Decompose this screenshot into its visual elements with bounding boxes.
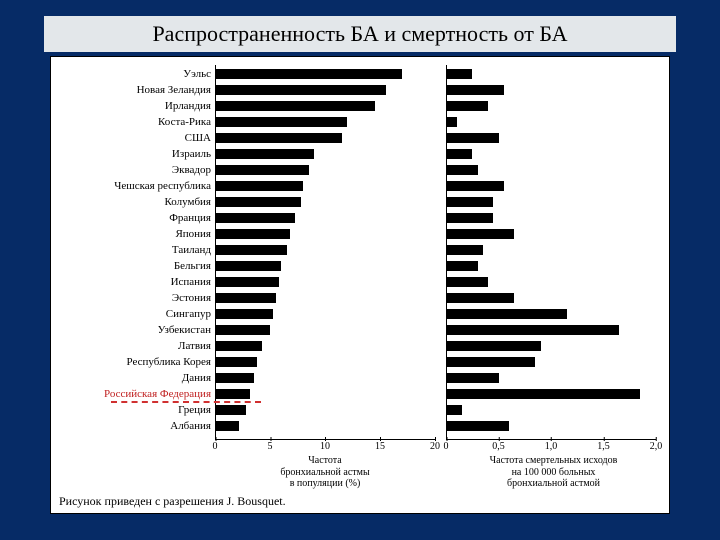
x-tick: 20 [430,441,440,452]
caption: Рисунок приведен с разрешения J. Bousque… [59,494,286,509]
country-label: Ирландия [51,101,211,112]
country-label: США [51,133,211,144]
mortality-bar [446,165,478,175]
mortality-bar [446,149,472,159]
mortality-bar [446,197,493,207]
prevalence-bar [215,277,279,287]
country-label: Таиланд [51,245,211,256]
mortality-bar [446,85,504,95]
country-label: Уэльс [51,69,211,80]
country-label: Албания [51,421,211,432]
x-tick: 0 [213,441,218,452]
x-tick: 10 [320,441,330,452]
mortality-bar [446,309,567,319]
country-label: Республика Корея [51,357,211,368]
x-tick: 5 [268,441,273,452]
mortality-bar [446,421,509,431]
prevalence-bar [215,245,287,255]
x-tick: 1,0 [545,441,558,452]
prevalence-bar [215,357,257,367]
right-axis-label: Частота смертельных исходовна 100 000 бо… [446,455,661,490]
prevalence-bar [215,213,295,223]
prevalence-bar [215,117,347,127]
x-tick: 15 [375,441,385,452]
mortality-bar [446,117,457,127]
prevalence-bar [215,421,239,431]
prevalence-bar [215,389,250,399]
mortality-bar [446,101,488,111]
country-label: Колумбия [51,197,211,208]
mortality-bar [446,357,535,367]
country-label: Испания [51,277,211,288]
country-labels: Уэльс Новая Зеландия Ирландия Коста-Рика США… [51,65,215,443]
slide-title: Распространенность БА и смертность от БА [152,21,567,47]
country-label: Греция [51,405,211,416]
prevalence-bar [215,405,246,415]
x-tick: 0 [444,441,449,452]
prevalence-bar [215,309,273,319]
prevalence-bar [215,133,342,143]
country-label: Бельгия [51,261,211,272]
x-tick: 1,5 [597,441,610,452]
x-tick: 2,0 [650,441,663,452]
prevalence-bar [215,325,270,335]
mortality-bar [446,133,499,143]
mortality-bar [446,229,514,239]
mortality-bar [446,213,493,223]
mortality-bar [446,373,499,383]
prevalence-bar [215,373,254,383]
country-label: Эстония [51,293,211,304]
country-label: Российская Федерация [51,389,211,400]
prevalence-bar [215,261,281,271]
x-tick: 0,5 [492,441,505,452]
country-label: Узбекистан [51,325,211,336]
country-label: Сингапур [51,309,211,320]
country-label: Новая Зеландия [51,85,211,96]
mortality-bar [446,405,462,415]
country-label: Латвия [51,341,211,352]
country-label: Чешская республика [51,181,211,192]
country-label: Коста-Рика [51,117,211,128]
title-bar: Распространенность БА и смертность от БА [44,16,676,52]
prevalence-bar [215,149,314,159]
mortality-bar [446,69,472,79]
mortality-bar [446,389,640,399]
left-axis-label: Частотабронхиальной астмыв популяции (%) [215,455,435,490]
country-label: Дания [51,373,211,384]
prevalence-bar [215,197,301,207]
mortality-bars [446,65,656,443]
mortality-bar [446,325,619,335]
prevalence-bar [215,85,386,95]
prevalence-bar [215,69,402,79]
country-label: Франция [51,213,211,224]
highlight-underline [111,401,261,403]
mortality-bar [446,293,514,303]
mortality-bar [446,277,488,287]
chart-panel: Уэльс Новая Зеландия Ирландия Коста-Рика США… [50,56,670,514]
prevalence-bar [215,341,262,351]
mortality-bar [446,261,478,271]
prevalence-bar [215,229,290,239]
country-label: Израиль [51,149,211,160]
mortality-bar [446,341,541,351]
mortality-bar [446,181,504,191]
mortality-bar [446,245,483,255]
prevalence-bar [215,293,276,303]
slide: Распространенность БА и смертность от БА… [0,0,720,540]
prevalence-bar [215,101,375,111]
prevalence-bar [215,165,309,175]
country-label: Япония [51,229,211,240]
country-label: Эквадор [51,165,211,176]
prevalence-bars [215,65,435,443]
prevalence-bar [215,181,303,191]
